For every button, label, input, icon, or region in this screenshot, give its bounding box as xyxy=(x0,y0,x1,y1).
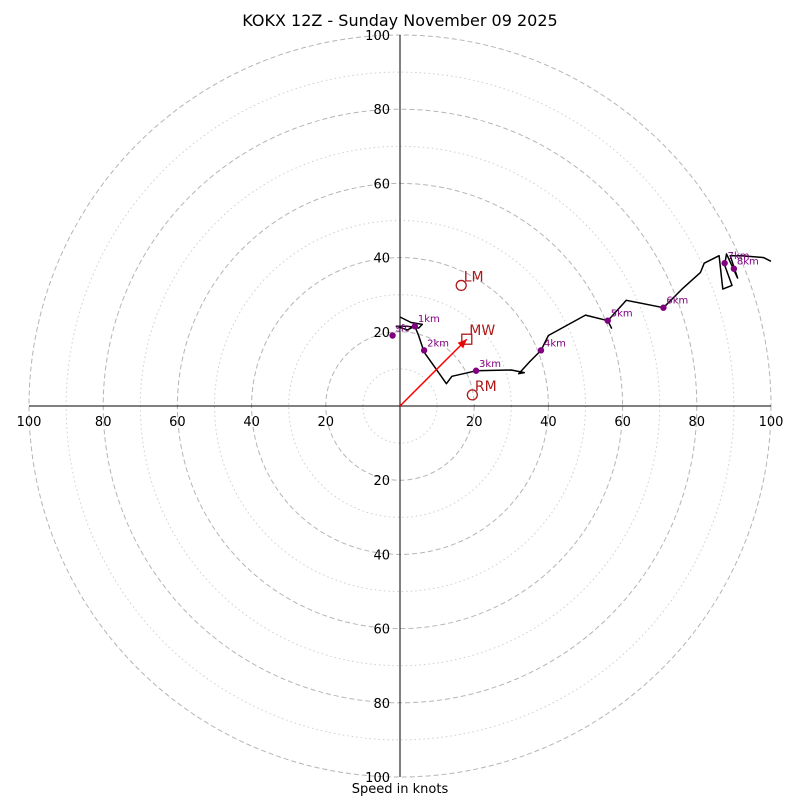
tick-label-top: 20 xyxy=(373,326,390,341)
height-marker-8km xyxy=(730,265,738,272)
storm-label-rm: RM xyxy=(475,379,497,395)
height-marker-6km xyxy=(660,304,667,311)
tick-label-bottom: 60 xyxy=(373,623,390,638)
height-marker-7km xyxy=(721,259,728,267)
tick-label-right: 80 xyxy=(689,415,706,430)
storm-label-lm: LM xyxy=(464,269,484,285)
storm-marker-lm xyxy=(455,279,467,292)
tick-labels: 20 40 60 80 100 100 80 60 40 20 100 80 60 40 20 20 40 60 8… xyxy=(17,29,784,786)
height-marker-2km xyxy=(420,347,428,354)
tick-label-right: 100 xyxy=(759,415,784,430)
height-label-7km: 7km xyxy=(728,251,750,262)
tick-label-bottom: 20 xyxy=(373,474,390,489)
storm-label-mw: MW xyxy=(469,323,495,339)
chart-title: KOKX 12Z - Sunday November 09 2025 xyxy=(242,11,558,30)
tick-label-bottom: 100 xyxy=(365,771,390,786)
tick-label-top: 60 xyxy=(373,177,390,192)
tick-label-top: 80 xyxy=(373,103,390,118)
height-label-2km: 2km xyxy=(427,338,449,349)
height-marker-3km xyxy=(472,367,480,374)
tick-label-right: 60 xyxy=(614,415,631,430)
height-marker-4km xyxy=(537,347,545,354)
hodograph-trace-layer xyxy=(395,253,772,385)
height-marker-1km xyxy=(411,323,419,330)
tick-label-left: 60 xyxy=(169,415,186,430)
height-label-1km: 1km xyxy=(418,314,440,325)
tick-label-bottom: 80 xyxy=(373,697,390,712)
tick-label-right: 20 xyxy=(466,415,483,430)
tick-label-left: 20 xyxy=(318,415,335,430)
storm-motion-markers: LM RM MW xyxy=(455,269,497,401)
tick-label-left: 40 xyxy=(243,415,260,430)
height-label-4km: 4km xyxy=(544,338,566,349)
storm-marker-rm xyxy=(466,389,478,401)
tick-label-right: 40 xyxy=(540,415,557,430)
height-label-5km: 5km xyxy=(611,309,633,320)
shear-vector xyxy=(399,338,468,407)
height-marker-sfc xyxy=(389,332,396,339)
tick-label-bottom: 40 xyxy=(373,548,390,563)
height-label-sfc: sfc xyxy=(396,324,410,335)
hodograph-trace xyxy=(395,253,772,385)
storm-marker-mw xyxy=(461,333,473,345)
height-marker-5km xyxy=(604,317,611,324)
tick-label-left: 80 xyxy=(95,415,112,430)
tick-label-top: 40 xyxy=(373,252,390,267)
height-label-8km: 8km xyxy=(737,257,759,268)
height-label-3km: 3km xyxy=(479,359,501,370)
tick-label-top: 100 xyxy=(365,29,390,44)
tick-label-left: 100 xyxy=(17,415,42,430)
x-axis-label: Speed in knots xyxy=(351,782,449,797)
height-label-6km: 6km xyxy=(666,296,688,307)
